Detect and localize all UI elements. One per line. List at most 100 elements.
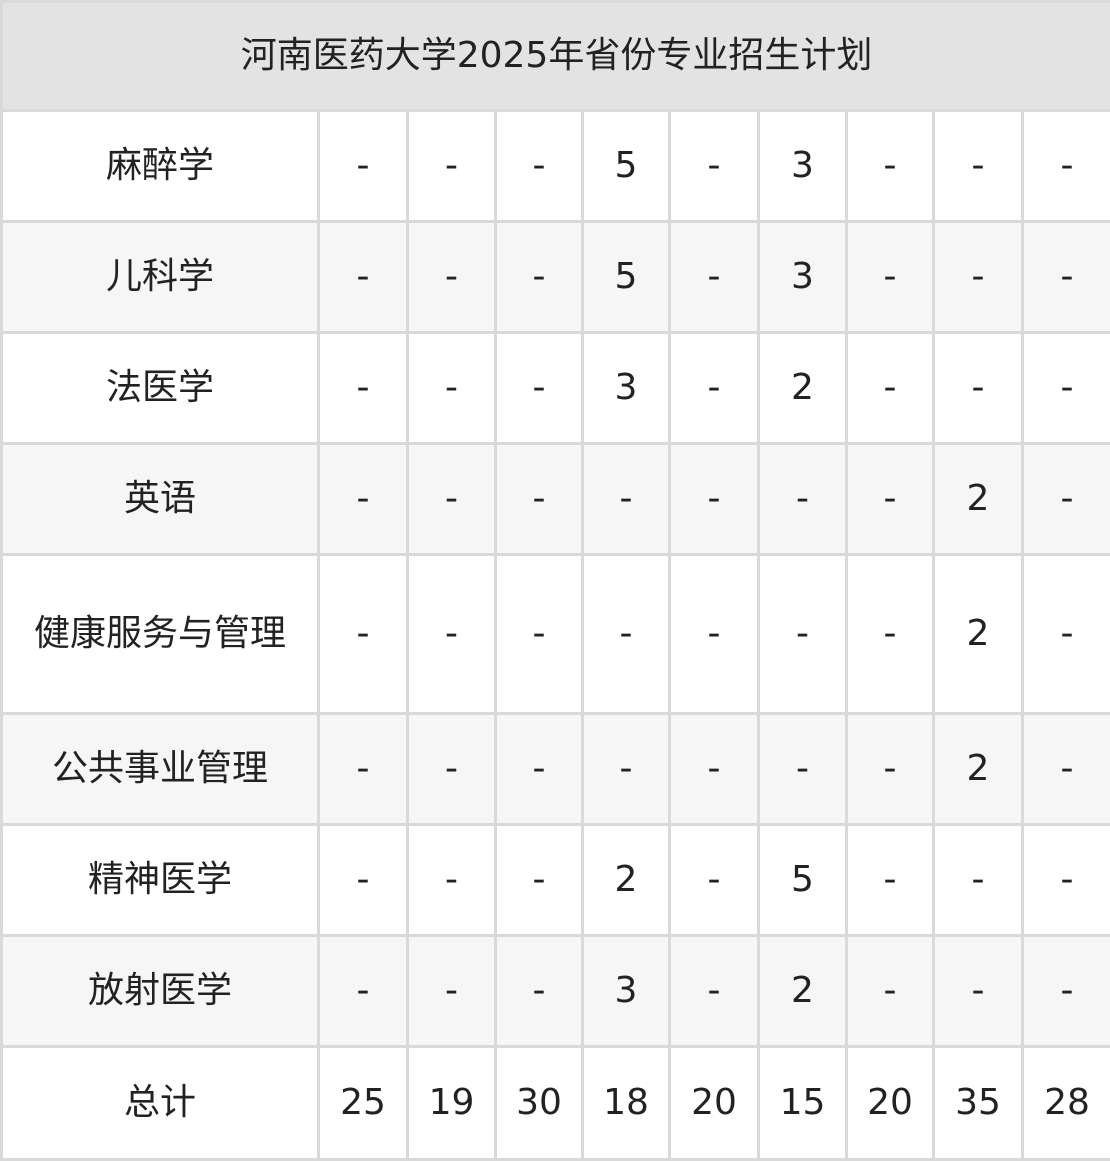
quota-cell: 2	[932, 712, 1024, 826]
major-name: 精神医学	[0, 823, 320, 937]
table-row: 健康服务与管理 - - - - - - -2-	[0, 553, 1110, 715]
quota-cell: -	[581, 712, 671, 826]
major-name: 公共事业管理	[0, 712, 320, 826]
quota-cell: -	[581, 442, 671, 556]
quota-cell: -	[406, 934, 497, 1048]
quota-cell: -	[317, 823, 409, 937]
table-row: 公共事业管理 - - - - - - -2-	[0, 712, 1110, 826]
table-row: 法医学 - - -3-2- - -	[0, 331, 1110, 445]
major-name: 麻醉学	[0, 109, 320, 223]
quota-cell: -	[494, 553, 584, 715]
quota-cell: -	[668, 109, 760, 223]
quota-cell: -	[494, 331, 584, 445]
quota-cell: -	[406, 220, 497, 334]
quota-cell: -	[317, 220, 409, 334]
quota-cell: -	[668, 934, 760, 1048]
quota-cell: -	[581, 553, 671, 715]
quota-cell: -	[494, 934, 584, 1048]
major-name: 英语	[0, 442, 320, 556]
quota-cell: 18	[581, 1045, 671, 1161]
quota-cell: -	[757, 712, 848, 826]
quota-cell: 20	[668, 1045, 760, 1161]
table-row: 放射医学 - - -3-2- - -	[0, 934, 1110, 1048]
quota-cell: -	[406, 442, 497, 556]
quota-cell: 2	[932, 442, 1024, 556]
quota-cell: -	[1020, 331, 1110, 445]
quota-cell: -	[845, 712, 935, 826]
quota-cell: -	[757, 442, 848, 556]
major-name: 健康服务与管理	[0, 553, 320, 715]
quota-cell: -	[757, 553, 848, 715]
quota-cell: 2	[757, 331, 848, 445]
quota-cell: -	[1020, 442, 1110, 556]
quota-cell: -	[845, 823, 935, 937]
quota-cell: -	[406, 553, 497, 715]
quota-cell: 5	[581, 220, 671, 334]
major-name: 法医学	[0, 331, 320, 445]
quota-cell: -	[406, 823, 497, 937]
quota-cell: 5	[757, 823, 848, 937]
quota-cell: 3	[581, 934, 671, 1048]
total-row: 总计 25 19 30 18 20 15 20 35 28	[0, 1045, 1110, 1161]
quota-cell: -	[406, 109, 497, 223]
quota-cell: -	[317, 442, 409, 556]
quota-cell: -	[406, 331, 497, 445]
quota-cell: -	[317, 934, 409, 1048]
quota-cell: 3	[757, 220, 848, 334]
quota-cell: -	[932, 934, 1024, 1048]
quota-cell: 28	[1020, 1045, 1110, 1161]
quota-cell: 15	[757, 1045, 848, 1161]
quota-cell: -	[845, 442, 935, 556]
quota-cell: -	[668, 331, 760, 445]
quota-cell: -	[317, 553, 409, 715]
major-name: 总计	[0, 1045, 320, 1161]
quota-cell: -	[668, 220, 760, 334]
quota-cell: 30	[494, 1045, 584, 1161]
quota-cell: -	[845, 934, 935, 1048]
quota-cell: -	[317, 712, 409, 826]
quota-cell: -	[1020, 712, 1110, 826]
quota-cell: 20	[845, 1045, 935, 1161]
quota-cell: 2	[757, 934, 848, 1048]
table-title: 河南医药大学2025年省份专业招生计划	[0, 0, 1110, 112]
quota-cell: -	[845, 553, 935, 715]
quota-cell: -	[845, 331, 935, 445]
quota-cell: -	[317, 109, 409, 223]
quota-cell: -	[494, 442, 584, 556]
major-name: 放射医学	[0, 934, 320, 1048]
quota-cell: -	[932, 220, 1024, 334]
quota-cell: -	[494, 712, 584, 826]
quota-cell: -	[317, 331, 409, 445]
quota-cell: -	[1020, 823, 1110, 937]
quota-cell: 25	[317, 1045, 409, 1161]
quota-cell: 3	[757, 109, 848, 223]
table-row: 儿科学 - - -5-3- - -	[0, 220, 1110, 334]
quota-cell: -	[494, 109, 584, 223]
quota-cell: -	[1020, 553, 1110, 715]
major-name: 儿科学	[0, 220, 320, 334]
quota-cell: -	[668, 442, 760, 556]
table-row: 精神医学 - - -2-5- - -	[0, 823, 1110, 937]
quota-cell: -	[845, 109, 935, 223]
quota-cell: -	[668, 823, 760, 937]
quota-cell: -	[1020, 220, 1110, 334]
quota-cell: -	[406, 712, 497, 826]
quota-cell: -	[494, 220, 584, 334]
quota-cell: 2	[932, 553, 1024, 715]
quota-cell: -	[932, 109, 1024, 223]
quota-cell: 2	[581, 823, 671, 937]
quota-cell: 19	[406, 1045, 497, 1161]
quota-cell: -	[932, 331, 1024, 445]
quota-cell: 35	[932, 1045, 1024, 1161]
table-row: 麻醉学 - - -5-3- - -	[0, 109, 1110, 223]
quota-cell: 3	[581, 331, 671, 445]
quota-cell: -	[845, 220, 935, 334]
quota-cell: -	[1020, 109, 1110, 223]
quota-cell: -	[668, 553, 760, 715]
quota-cell: -	[932, 823, 1024, 937]
table-row: 英语 - - - - - - -2-	[0, 442, 1110, 556]
quota-cell: 5	[581, 109, 671, 223]
quota-cell: -	[1020, 934, 1110, 1048]
quota-cell: -	[494, 823, 584, 937]
